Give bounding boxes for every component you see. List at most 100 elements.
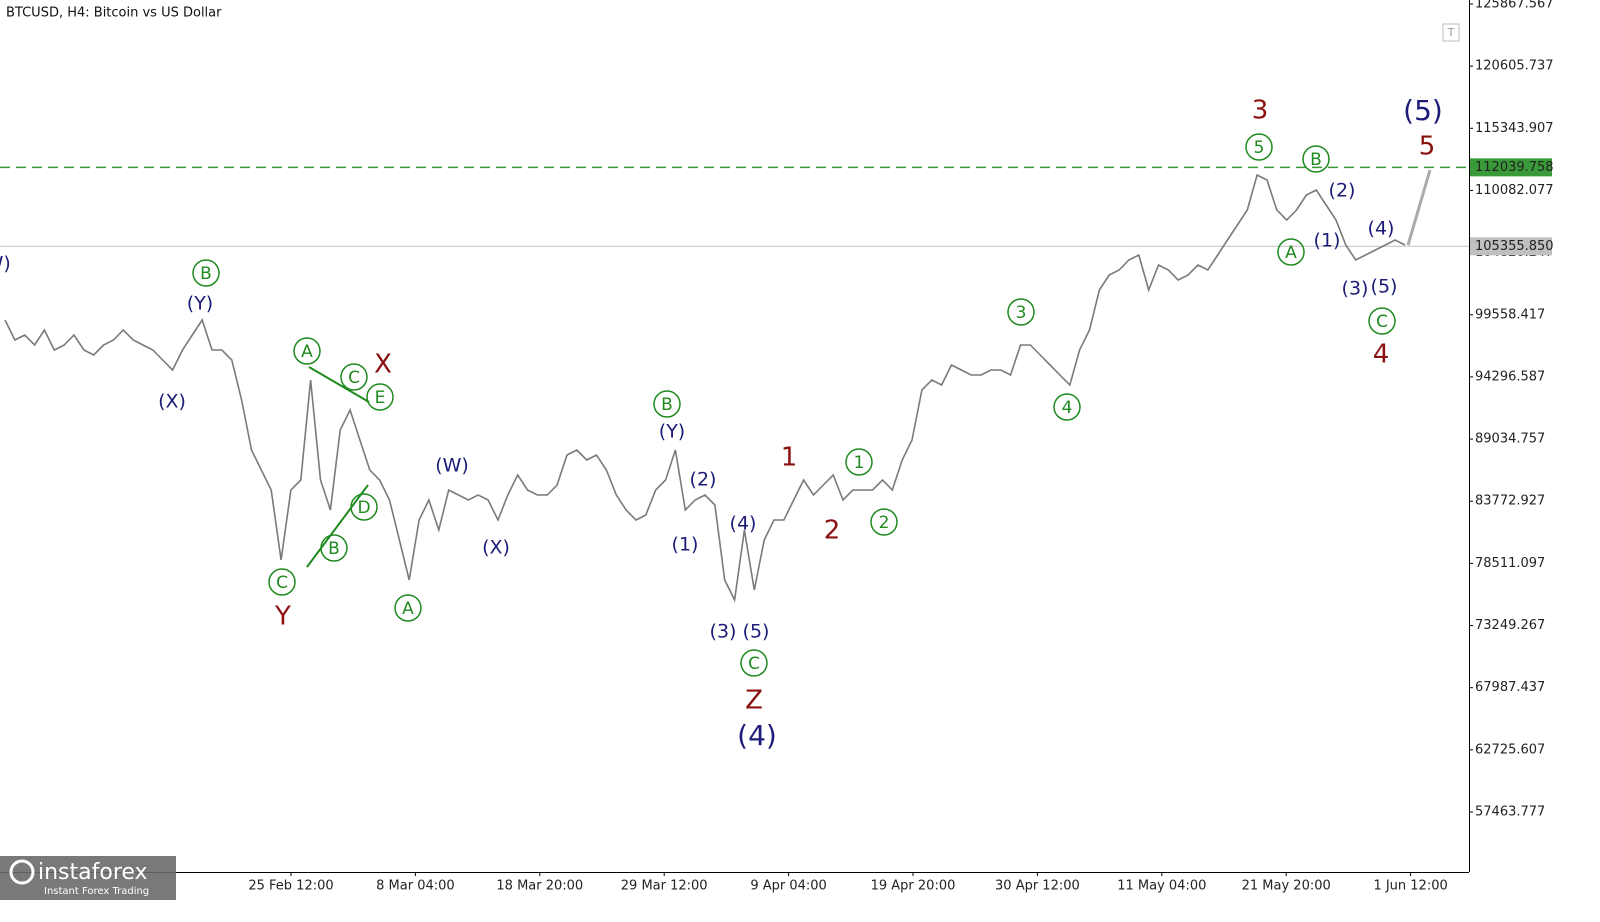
y-tick-label: 83772.927 [1475, 494, 1545, 509]
wave-label: (Y) [187, 293, 213, 315]
wave-label: (2) [690, 469, 717, 491]
logo-icon [9, 859, 35, 885]
x-tick-label: 21 May 20:00 [1242, 879, 1331, 894]
wave-label: 3 [1252, 96, 1269, 126]
wave-label: C [1376, 312, 1388, 332]
y-tick-label: 110082.077 [1475, 183, 1554, 198]
x-tick-label: 8 Mar 04:00 [376, 879, 455, 894]
wave-circle [1053, 393, 1081, 421]
wave-label: 3 [1016, 303, 1027, 323]
wave-circle [740, 649, 768, 677]
wave-label: 4 [1373, 340, 1390, 370]
wave-label: 2 [879, 513, 890, 533]
wave-label: E [375, 388, 386, 408]
logo-name: instaforex [38, 860, 148, 885]
price-line [4, 173, 1406, 603]
wave-circle [350, 493, 378, 521]
chart-title: BTCUSD, H4: Bitcoin vs US Dollar [6, 6, 222, 21]
wave-label: (X) [482, 537, 510, 559]
wave-label: (1) [672, 534, 699, 556]
wave-label: B [200, 264, 212, 284]
toolbar-button[interactable] [1442, 23, 1460, 42]
y-tick-label: 62725.607 [1475, 742, 1545, 757]
wave-label: C [276, 573, 288, 593]
wave-circle [293, 337, 321, 365]
wave-circle [340, 363, 368, 391]
wave-label: D [357, 498, 370, 518]
level-label-box [1470, 158, 1552, 177]
wave-label: B [661, 395, 673, 415]
x-tick-label: 25 Feb 12:00 [248, 879, 333, 894]
wave-circle [653, 390, 681, 418]
wave-label: Y [274, 602, 291, 632]
y-tick-label: 78511.097 [1475, 556, 1545, 571]
wave-label: C [748, 654, 760, 674]
wave-label: (1) [1314, 230, 1341, 252]
wave-label: 5 [1419, 132, 1436, 162]
wave-label: (X) [158, 391, 186, 413]
wave-circle [1302, 145, 1330, 173]
y-tick-label: 120605.737 [1475, 59, 1554, 74]
level-label: 105355.850 [1475, 239, 1554, 254]
level-label: 112039.758 [1475, 160, 1554, 175]
wave-label: (3) [1342, 278, 1369, 300]
wave-label: 4 [1062, 398, 1073, 418]
wave-label: (4) [1368, 218, 1395, 240]
wave-label: 5 [1254, 138, 1265, 158]
wave-label: B [1310, 150, 1322, 170]
x-tick-label: 1 Jun 12:00 [1373, 879, 1447, 894]
projection-line [1406, 169, 1432, 246]
wave-label: A [402, 599, 414, 619]
x-tick-label: 11 May 04:00 [1117, 879, 1206, 894]
wave-label: 1 [781, 443, 798, 473]
wave-circle [870, 508, 898, 536]
x-tick-label: 29 Mar 12:00 [621, 879, 708, 894]
x-tick-label: 9 Apr 04:00 [750, 879, 827, 894]
wave-label: (W) [0, 253, 11, 275]
level-label-box [1470, 237, 1552, 256]
wave-circle [192, 259, 220, 287]
wave-label: (2) [1329, 180, 1356, 202]
wave-label: (3) [710, 621, 737, 643]
wave-label: (4) [737, 719, 777, 752]
y-tick-label: 94296.587 [1475, 369, 1545, 384]
wave-circle [845, 448, 873, 476]
wave-circle [1277, 238, 1305, 266]
wave-circle [1368, 307, 1396, 335]
y-tick-label: 89034.757 [1475, 432, 1545, 447]
wave-label: (4) [730, 513, 757, 535]
x-tick-label: 30 Apr 12:00 [995, 879, 1080, 894]
x-tick-label: 19 Apr 20:00 [871, 879, 956, 894]
wave-label: (5) [1371, 276, 1398, 298]
wave-circle [366, 383, 394, 411]
wave-label: C [348, 368, 360, 388]
y-tick-label: 115343.907 [1475, 121, 1554, 136]
triangle-line [306, 484, 369, 568]
wave-label: B [328, 539, 340, 559]
y-tick-label: 73249.267 [1475, 618, 1545, 633]
triangle-line [308, 366, 370, 403]
wave-circle [1245, 133, 1273, 161]
wave-label: (W) [435, 455, 469, 477]
wave-label: (Y) [659, 421, 685, 443]
wave-circle [268, 568, 296, 596]
wave-label: 2 [824, 516, 841, 546]
y-tick-label: 57463.777 [1475, 804, 1545, 819]
logo-tagline: Instant Forex Trading [44, 886, 149, 897]
wave-circle [394, 594, 422, 622]
wave-label: 1 [854, 453, 865, 473]
y-tick-label: 99558.417 [1475, 307, 1545, 322]
wave-label: X [374, 350, 392, 380]
plot-area [0, 0, 1469, 872]
x-tick-label: 18 Mar 20:00 [496, 879, 583, 894]
y-tick-label: 67987.437 [1475, 680, 1545, 695]
wave-label: (5) [743, 621, 770, 643]
wave-circle [320, 534, 348, 562]
y-tick-label: 125867.567 [1475, 0, 1554, 11]
toolbar-button-label[interactable]: T [1447, 26, 1455, 39]
wave-label: Z [745, 686, 763, 716]
wave-label: (5) [1403, 94, 1443, 127]
wave-label: A [1285, 243, 1297, 263]
wave-label: A [301, 342, 313, 362]
